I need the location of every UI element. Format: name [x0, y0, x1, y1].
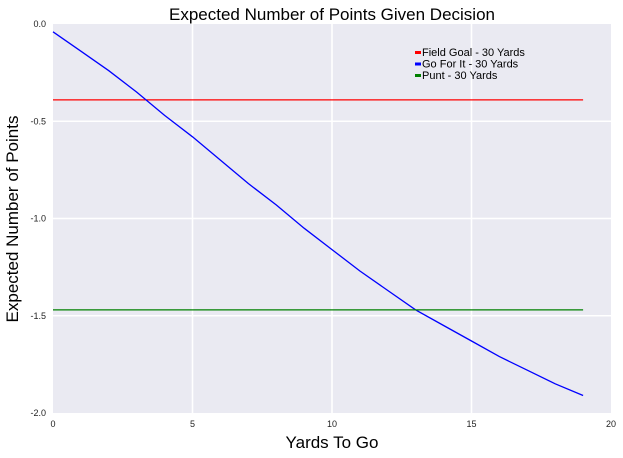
x-axis-ticks: 0 5 10 15 20	[50, 419, 616, 429]
x-tick-label: 20	[606, 419, 616, 429]
x-tick-label: 0	[50, 419, 55, 429]
x-tick-label: 5	[190, 419, 195, 429]
series-line-1	[52, 31, 584, 397]
x-axis-label: Yards To Go	[286, 433, 379, 452]
legend-label-2: Punt - 30 Yards	[422, 70, 498, 82]
y-axis-label: Expected Number of Points	[3, 116, 22, 323]
x-tick-label: 10	[327, 419, 337, 429]
grid	[53, 24, 611, 413]
chart-title: Expected Number of Points Given Decision	[169, 5, 495, 24]
y-tick-label: -1.5	[30, 311, 46, 321]
series-layer	[52, 31, 584, 397]
y-tick-label: 0.0	[33, 19, 46, 29]
legend-label-1: Go For It - 30 Yards	[422, 59, 519, 71]
y-tick-label: -2.0	[30, 408, 46, 418]
y-tick-label: -0.5	[30, 116, 46, 126]
y-axis-ticks: 0.0 -0.5 -1.0 -1.5 -2.0	[30, 19, 46, 418]
y-tick-label: -1.0	[30, 214, 46, 224]
legend-label-0: Field Goal - 30 Yards	[422, 47, 525, 59]
x-tick-label: 15	[466, 419, 476, 429]
